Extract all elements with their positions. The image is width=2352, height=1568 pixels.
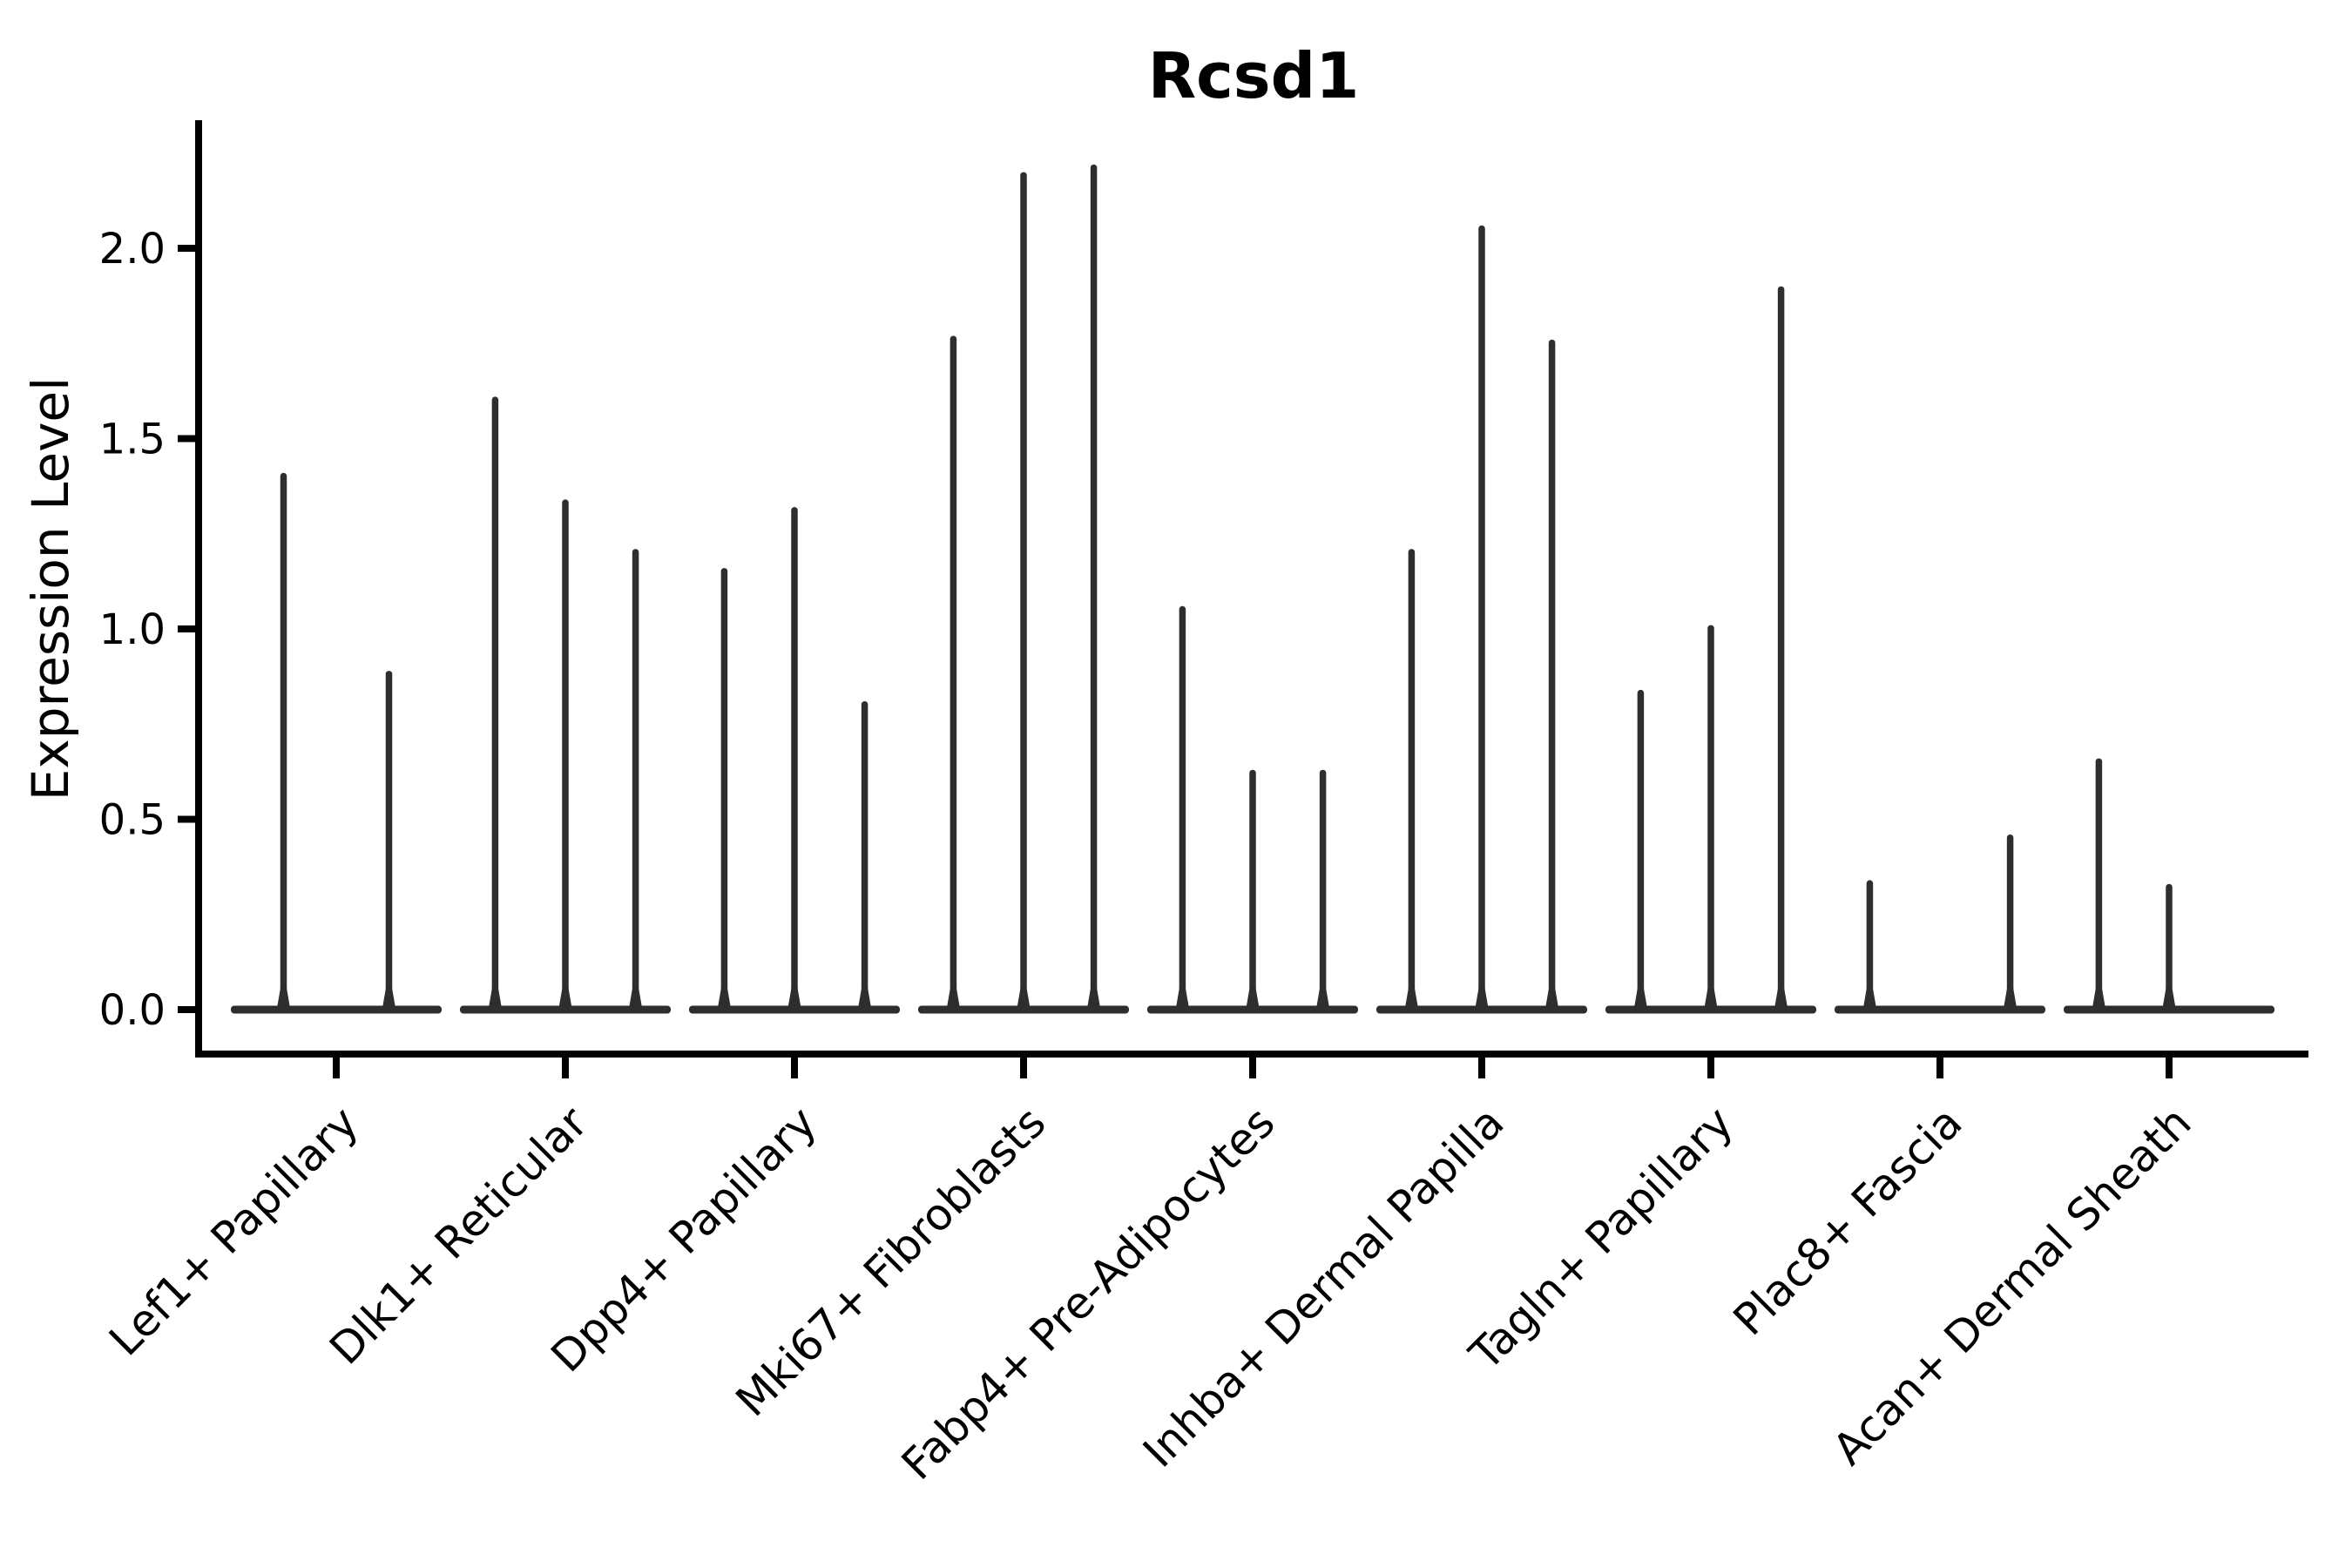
violin-spike bbox=[950, 335, 957, 1010]
violin-spike bbox=[1408, 549, 1416, 1010]
violin-spike bbox=[2006, 834, 2014, 1010]
x-tick-label: Plac8+ Fascia bbox=[1724, 1097, 1972, 1345]
y-tick-label: 1.0 bbox=[99, 605, 166, 654]
violin-spike bbox=[280, 472, 287, 1010]
violin-spike bbox=[1179, 605, 1186, 1010]
violin-spike bbox=[1090, 164, 1098, 1011]
violin-group bbox=[918, 164, 1129, 1014]
violin-base bbox=[231, 1005, 442, 1014]
y-axis-spine bbox=[195, 120, 202, 1058]
violin-spike bbox=[1707, 625, 1714, 1010]
violins bbox=[231, 164, 2274, 1014]
violin-spike bbox=[791, 507, 798, 1010]
x-tick-mark bbox=[333, 1058, 340, 1078]
y-tick-label: 2.0 bbox=[99, 225, 166, 274]
violin-spike bbox=[1548, 339, 1556, 1010]
violin-spike bbox=[1319, 769, 1327, 1010]
x-tick-mark bbox=[2166, 1058, 2173, 1078]
y-tick-label: 1.5 bbox=[99, 416, 166, 464]
violin-spike bbox=[562, 499, 569, 1010]
violin-spike bbox=[385, 671, 393, 1010]
violin-spike bbox=[1249, 769, 1256, 1010]
chart-title: Rcsd1 bbox=[1148, 39, 1360, 112]
violin-spike bbox=[491, 396, 499, 1010]
x-tick-mark bbox=[1249, 1058, 1256, 1078]
violin-spike bbox=[2095, 758, 2103, 1010]
y-tick-label: 0.5 bbox=[99, 796, 166, 845]
violin-spike bbox=[1777, 286, 1785, 1010]
x-tick-mark bbox=[1707, 1058, 1714, 1078]
violin-group bbox=[1835, 834, 2045, 1014]
x-tick-mark bbox=[791, 1058, 798, 1078]
y-axis-label: Expression Level bbox=[21, 377, 80, 801]
violin-spike bbox=[1637, 689, 1645, 1010]
violin-group bbox=[2064, 758, 2274, 1014]
x-axis-spine bbox=[195, 1051, 2308, 1058]
violin-spike bbox=[2166, 883, 2173, 1010]
x-tick-mark bbox=[1936, 1058, 1943, 1078]
violin-spike bbox=[1020, 172, 1027, 1011]
violin-base bbox=[1835, 1005, 2045, 1014]
y-tick-mark bbox=[178, 245, 199, 252]
y-tick-mark bbox=[178, 1006, 199, 1013]
violin-group bbox=[231, 472, 442, 1014]
violin-group bbox=[1376, 225, 1587, 1014]
violin-spike bbox=[720, 568, 728, 1010]
violin-spike bbox=[861, 701, 868, 1010]
violin-group bbox=[460, 396, 671, 1014]
y-axis-ticks: 0.0 0.5 1.0 1.5 2.0 bbox=[99, 225, 199, 1035]
violin-spike bbox=[1478, 225, 1485, 1010]
y-tick-label: 0.0 bbox=[99, 986, 166, 1035]
x-tick-label: Lef1+ Papillary bbox=[99, 1097, 368, 1365]
violin-group bbox=[689, 507, 900, 1014]
x-tick-mark bbox=[1478, 1058, 1485, 1078]
y-tick-mark bbox=[178, 625, 199, 632]
x-tick-label: Fabp4+ Pre-Adipocytes bbox=[892, 1097, 1285, 1490]
violin-group bbox=[1605, 286, 1816, 1014]
x-tick-mark bbox=[562, 1058, 569, 1078]
y-tick-mark bbox=[178, 435, 199, 443]
x-tick-mark bbox=[1020, 1058, 1027, 1078]
violin-spike bbox=[1866, 880, 1874, 1010]
violin-group bbox=[1147, 605, 1358, 1014]
violin-spike bbox=[632, 549, 639, 1010]
y-tick-mark bbox=[178, 815, 199, 823]
